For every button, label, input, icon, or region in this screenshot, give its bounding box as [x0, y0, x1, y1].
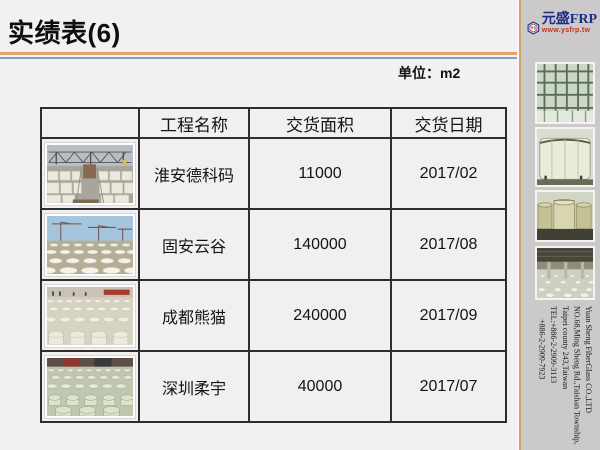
table-row: 成都熊猫 240000 2017/09 [40, 279, 507, 352]
dense-tanks-photo-graphic [47, 357, 133, 416]
project-photo-cell [40, 350, 140, 423]
project-photo-cell [40, 208, 140, 281]
sidebar: YS 元盛FRP www.ysfrp.tw [521, 0, 600, 450]
project-name-cell: 深圳柔宇 [138, 350, 250, 423]
header-delivery-area: 交货面积 [248, 107, 392, 139]
unit-label: 单位：m2 [398, 65, 461, 81]
address-line: Taipei county 243,Taiwan [560, 306, 570, 390]
brand-website: www.ysfrp.tw [541, 27, 591, 35]
page-title: 实绩表(6) [8, 18, 121, 48]
address-line: NO.68,Ming Sheng Rd.,Taishan Township, [572, 306, 582, 445]
site-photo-cranes [45, 213, 135, 276]
site-photo-dense-tanks [45, 355, 135, 418]
delivery-area-cell: 40000 [248, 350, 392, 423]
sidebar-accent-line [519, 0, 521, 450]
delivery-area-cell: 140000 [248, 208, 392, 281]
sidebar-photo-tank-closeup [535, 127, 595, 187]
title-divider-orange [0, 52, 517, 55]
project-name-cell: 淮安德科码 [138, 137, 250, 210]
sidebar-photo-tank-group [535, 190, 595, 242]
crane-site-photo-graphic [47, 215, 133, 274]
sidebar-separator-strip [517, 0, 519, 450]
site-photo-tank-tops [45, 284, 135, 347]
company-address-block: Yuan Sheng FiberGlass CO.,LTD NO.68,Ming… [536, 306, 594, 448]
table-row: 淮安德科码 11000 2017/02 [40, 137, 507, 210]
tank-closeup-graphic [537, 129, 593, 185]
logo-texts: 元盛FRP www.ysfrp.tw [542, 12, 597, 34]
table-row: 固安云谷 140000 2017/08 [40, 208, 507, 281]
site-photo-tank-rows [45, 142, 135, 205]
project-photo-cell [40, 279, 140, 352]
sidebar-photo-interior [535, 246, 595, 300]
interior-hall-graphic [537, 248, 593, 298]
address-line: TEL:+886-2-2909-3113 [549, 306, 559, 384]
header-project-name: 工程名称 [138, 107, 250, 139]
delivery-date-cell: 2017/08 [390, 208, 507, 281]
sidebar-photo-ceiling [535, 62, 595, 124]
tank-rows-photo-graphic [47, 144, 133, 203]
slide-main-area: 实绩表(6) 单位：m2 工程名称 交货面积 交货日期 [0, 18, 517, 423]
address-line: Yuan Sheng FiberGlass CO.,LTD [584, 306, 593, 414]
ys-badge-text: YS [531, 26, 537, 31]
delivery-area-cell: 11000 [248, 137, 392, 210]
ys-hexagon-logo-icon: YS [527, 21, 540, 35]
table-header-row: 工程名称 交货面积 交货日期 [40, 107, 507, 139]
delivery-date-cell: 2017/02 [390, 137, 507, 210]
delivery-date-cell: 2017/07 [390, 350, 507, 423]
title-divider-blue [0, 57, 517, 59]
header-photo [40, 107, 140, 139]
project-name-cell: 固安云谷 [138, 208, 250, 281]
delivery-area-cell: 240000 [248, 279, 392, 352]
delivery-date-cell: 2017/09 [390, 279, 507, 352]
company-logo: YS 元盛FRP www.ysfrp.tw [527, 12, 597, 40]
tank-group-graphic [537, 192, 593, 240]
project-name-cell: 成都熊猫 [138, 279, 250, 352]
tank-tops-photo-graphic [47, 286, 133, 345]
brand-name: 元盛FRP [541, 12, 597, 27]
address-line: +886-2-2909-7923 [537, 319, 547, 380]
header-delivery-date: 交货日期 [390, 107, 507, 139]
performance-table: 工程名称 交货面积 交货日期 [40, 107, 507, 423]
table-row: 深圳柔宇 40000 2017/07 [40, 350, 507, 423]
ceiling-structure-graphic [537, 64, 593, 122]
project-photo-cell [40, 137, 140, 210]
